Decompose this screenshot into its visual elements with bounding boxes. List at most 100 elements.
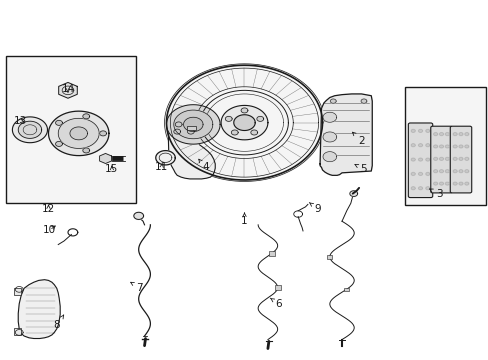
Polygon shape: [164, 64, 324, 181]
Polygon shape: [445, 182, 448, 185]
Polygon shape: [70, 127, 87, 140]
Polygon shape: [439, 145, 443, 148]
FancyBboxPatch shape: [449, 126, 471, 193]
Polygon shape: [418, 158, 422, 161]
Polygon shape: [458, 145, 462, 148]
Polygon shape: [452, 182, 456, 185]
Polygon shape: [349, 191, 357, 197]
Text: 12: 12: [42, 204, 55, 214]
Text: 2: 2: [352, 132, 364, 145]
Polygon shape: [410, 158, 414, 161]
Text: 4: 4: [198, 159, 208, 172]
Polygon shape: [256, 116, 263, 121]
Text: 10: 10: [43, 225, 56, 235]
Bar: [268, 251, 274, 256]
Polygon shape: [433, 182, 437, 185]
Polygon shape: [183, 117, 203, 132]
Polygon shape: [445, 133, 448, 135]
Polygon shape: [425, 144, 429, 147]
Polygon shape: [250, 130, 257, 135]
Polygon shape: [445, 170, 448, 173]
Polygon shape: [225, 116, 232, 121]
Polygon shape: [166, 105, 220, 144]
Polygon shape: [458, 133, 462, 135]
Polygon shape: [458, 157, 462, 160]
Polygon shape: [418, 187, 422, 190]
Polygon shape: [410, 144, 414, 147]
Polygon shape: [433, 157, 437, 160]
Polygon shape: [58, 118, 99, 148]
Polygon shape: [425, 130, 429, 132]
Text: 7: 7: [130, 282, 142, 293]
Polygon shape: [425, 187, 429, 190]
Polygon shape: [452, 145, 456, 148]
Text: 5: 5: [354, 164, 366, 174]
Text: 9: 9: [309, 203, 320, 214]
Polygon shape: [464, 182, 468, 185]
Polygon shape: [323, 132, 336, 142]
Bar: [14, 288, 21, 295]
Polygon shape: [173, 110, 212, 139]
Polygon shape: [233, 115, 255, 131]
Polygon shape: [458, 170, 462, 173]
Polygon shape: [134, 212, 143, 220]
Text: 3: 3: [429, 189, 442, 199]
Polygon shape: [100, 153, 111, 163]
Polygon shape: [439, 133, 443, 135]
Text: 13: 13: [14, 116, 27, 126]
Polygon shape: [100, 131, 106, 136]
Text: 14: 14: [61, 84, 75, 94]
Bar: [344, 288, 348, 291]
Polygon shape: [439, 157, 443, 160]
Polygon shape: [18, 280, 60, 338]
Polygon shape: [323, 152, 336, 162]
Polygon shape: [221, 105, 267, 140]
Polygon shape: [439, 182, 443, 185]
Polygon shape: [452, 170, 456, 173]
Polygon shape: [360, 99, 366, 103]
Polygon shape: [464, 145, 468, 148]
Polygon shape: [418, 172, 422, 175]
Polygon shape: [410, 187, 414, 190]
FancyBboxPatch shape: [407, 123, 432, 198]
Polygon shape: [425, 172, 429, 175]
Polygon shape: [59, 82, 77, 98]
Polygon shape: [433, 133, 437, 135]
Polygon shape: [418, 130, 422, 132]
Bar: [327, 255, 332, 259]
FancyBboxPatch shape: [430, 126, 451, 193]
Polygon shape: [445, 145, 448, 148]
Text: 11: 11: [155, 162, 168, 172]
Polygon shape: [410, 172, 414, 175]
Polygon shape: [464, 170, 468, 173]
Polygon shape: [175, 122, 182, 127]
Polygon shape: [12, 117, 47, 143]
Polygon shape: [168, 121, 215, 179]
Polygon shape: [458, 182, 462, 185]
Polygon shape: [433, 145, 437, 148]
Polygon shape: [156, 150, 175, 165]
Polygon shape: [82, 148, 89, 153]
Text: 1: 1: [241, 213, 247, 226]
Polygon shape: [173, 129, 180, 134]
Polygon shape: [241, 108, 247, 113]
Polygon shape: [187, 129, 194, 134]
Bar: [187, 126, 196, 130]
Polygon shape: [410, 130, 414, 132]
Polygon shape: [18, 121, 41, 138]
Polygon shape: [464, 133, 468, 135]
Polygon shape: [56, 120, 62, 125]
Polygon shape: [433, 170, 437, 173]
Polygon shape: [82, 114, 89, 119]
Polygon shape: [231, 130, 238, 135]
Polygon shape: [320, 94, 371, 175]
Polygon shape: [56, 141, 62, 147]
Polygon shape: [418, 144, 422, 147]
Polygon shape: [452, 157, 456, 160]
Polygon shape: [48, 111, 109, 156]
Polygon shape: [330, 99, 335, 103]
Text: 8: 8: [53, 315, 63, 330]
Text: 15: 15: [105, 164, 118, 174]
Polygon shape: [445, 157, 448, 160]
Bar: [274, 285, 280, 290]
